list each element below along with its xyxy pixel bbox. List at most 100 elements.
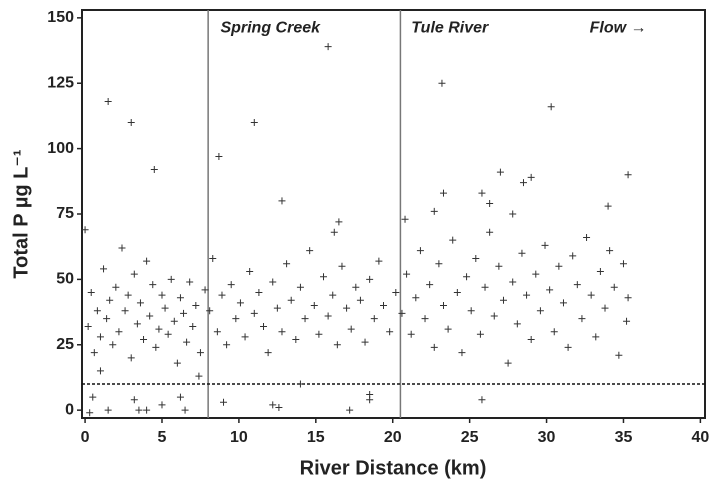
point — [220, 398, 228, 406]
point — [161, 304, 169, 312]
point — [183, 338, 191, 346]
point — [401, 215, 409, 223]
point — [201, 286, 209, 294]
point — [133, 320, 141, 328]
point — [164, 330, 172, 338]
point — [478, 396, 486, 404]
point — [559, 299, 567, 307]
point — [330, 228, 338, 236]
point — [333, 341, 341, 349]
point — [232, 315, 240, 323]
point — [90, 349, 98, 357]
point — [564, 343, 572, 351]
y-tick-label: 50 — [56, 271, 74, 288]
point — [158, 401, 166, 409]
point — [100, 265, 108, 273]
y-tick-label: 75 — [56, 205, 74, 222]
point — [426, 281, 434, 289]
point — [118, 244, 126, 252]
point — [490, 312, 498, 320]
point — [180, 309, 188, 317]
point — [241, 333, 249, 341]
point — [196, 349, 204, 357]
point — [578, 315, 586, 323]
point — [366, 275, 374, 283]
point — [250, 118, 258, 126]
point — [306, 247, 314, 255]
point — [324, 312, 332, 320]
point — [439, 189, 447, 197]
point — [541, 241, 549, 249]
point — [140, 336, 148, 344]
point — [135, 406, 143, 414]
point — [176, 294, 184, 302]
point — [209, 254, 217, 262]
point — [532, 270, 540, 278]
point — [296, 380, 304, 388]
point — [170, 317, 178, 325]
point — [527, 173, 535, 181]
point — [421, 315, 429, 323]
x-axis-label: River Distance (km) — [300, 457, 487, 479]
point — [439, 302, 447, 310]
point — [93, 307, 101, 315]
point — [186, 278, 194, 286]
point — [513, 320, 521, 328]
point — [155, 325, 163, 333]
point — [189, 322, 197, 330]
plot-frame — [81, 9, 706, 419]
point — [86, 409, 94, 417]
point — [320, 273, 328, 281]
point — [587, 291, 595, 299]
point — [527, 336, 535, 344]
point — [486, 200, 494, 208]
y-tick-label: 100 — [47, 140, 74, 157]
point — [519, 179, 527, 187]
point — [546, 286, 554, 294]
y-tick-label: 0 — [65, 401, 74, 418]
x-tick-label: 0 — [81, 429, 90, 446]
point — [583, 234, 591, 242]
point — [104, 98, 112, 106]
point — [573, 281, 581, 289]
point — [223, 341, 231, 349]
point — [403, 270, 411, 278]
point — [361, 338, 369, 346]
point — [398, 309, 406, 317]
point — [89, 393, 97, 401]
point — [192, 302, 200, 310]
point — [130, 396, 138, 404]
point — [380, 302, 388, 310]
point — [246, 268, 254, 276]
point — [236, 299, 244, 307]
point — [143, 257, 151, 265]
point — [523, 291, 531, 299]
point — [158, 291, 166, 299]
point — [623, 317, 631, 325]
point — [356, 296, 364, 304]
point — [150, 166, 158, 174]
point — [127, 118, 135, 126]
point — [606, 247, 614, 255]
point — [255, 288, 263, 296]
point — [615, 351, 623, 359]
point — [115, 328, 123, 336]
point — [412, 294, 420, 302]
point — [275, 404, 283, 412]
point — [518, 249, 526, 257]
point — [287, 296, 295, 304]
point — [215, 152, 223, 160]
point — [352, 283, 360, 291]
point — [430, 343, 438, 351]
point — [619, 260, 627, 268]
point — [601, 304, 609, 312]
point — [509, 210, 517, 218]
point — [250, 309, 258, 317]
point — [392, 288, 400, 296]
x-tick-label: 35 — [615, 429, 633, 446]
point — [167, 275, 175, 283]
point — [213, 328, 221, 336]
annotation: Spring Creek — [220, 20, 321, 37]
point — [269, 401, 277, 409]
